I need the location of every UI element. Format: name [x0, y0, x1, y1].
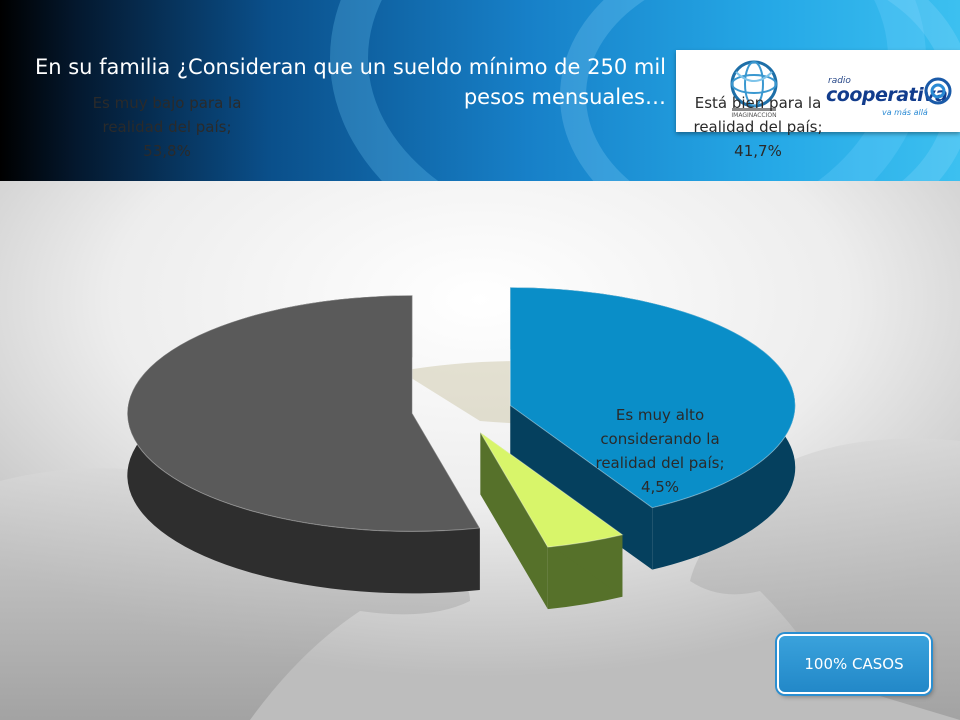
radio-logo-tagline: va más allá: [882, 108, 928, 117]
globe-logo-icon: [730, 60, 778, 111]
slide-title: En su familia ¿Consideran que un sueldo …: [34, 55, 666, 109]
slice-label-esta-bien: Está bien para la realidad del país; 41,…: [693, 94, 823, 160]
slice-cut-face: [480, 432, 548, 610]
slice-top: [126, 294, 481, 532]
radio-logo-small-text: radio: [828, 76, 851, 86]
radio-waves-icon: [924, 77, 952, 105]
slice-label-muy-alto: Es muy alto considerando la realidad del…: [595, 406, 725, 496]
slice-top: [509, 286, 796, 509]
globe-logo-text: IMAGINACCION: [731, 112, 777, 119]
pie-slice-esta-bien: [509, 286, 796, 570]
sample-badge: 100% CASOS: [777, 634, 931, 694]
slice-label-muy-bajo: Es muy bajo para la realidad del país; 5…: [92, 94, 242, 160]
pie-slices: [126, 286, 796, 610]
header-banner: En su familia ¿Consideran que un sueldo …: [0, 0, 960, 181]
pie-slice-muy-alto: [479, 432, 624, 610]
slice-cut-face: [510, 405, 653, 570]
slice-top: [479, 432, 624, 548]
logo-panel: IMAGINACCION radio cooperativa va más al…: [676, 50, 960, 132]
pie-slice-muy-bajo: [126, 294, 481, 594]
radio-logo-text: cooperativa: [826, 84, 948, 106]
pie-chart: [126, 286, 796, 610]
